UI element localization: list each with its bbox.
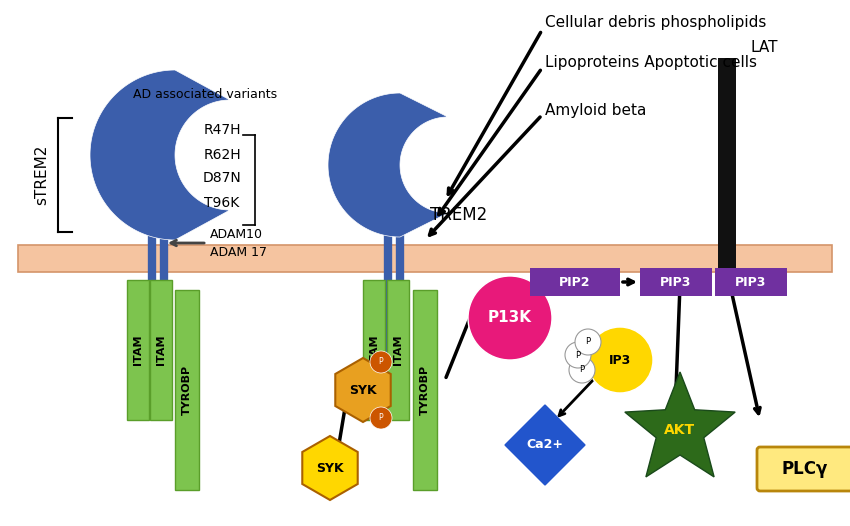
Text: AKT: AKT	[665, 423, 695, 437]
Text: R62H: R62H	[203, 148, 241, 162]
FancyBboxPatch shape	[150, 280, 172, 420]
FancyBboxPatch shape	[18, 245, 832, 272]
FancyBboxPatch shape	[530, 268, 620, 296]
Polygon shape	[505, 405, 585, 485]
FancyBboxPatch shape	[640, 268, 712, 296]
Text: PIP3: PIP3	[735, 276, 767, 288]
Circle shape	[587, 327, 653, 393]
Text: PIP3: PIP3	[660, 276, 692, 288]
Text: P: P	[580, 366, 585, 375]
Polygon shape	[90, 70, 230, 240]
Text: Ca2+: Ca2+	[526, 439, 564, 451]
Text: P13K: P13K	[488, 310, 532, 326]
Text: TYROBP: TYROBP	[420, 365, 430, 415]
Text: T96K: T96K	[204, 196, 240, 210]
Text: SYK: SYK	[349, 383, 377, 397]
Circle shape	[468, 276, 552, 360]
Circle shape	[569, 357, 595, 383]
Text: IP3: IP3	[609, 353, 631, 367]
Text: ITAM: ITAM	[133, 335, 143, 365]
Text: P: P	[586, 338, 591, 347]
Polygon shape	[328, 93, 448, 237]
Text: SYK: SYK	[316, 461, 343, 474]
Text: ADAM 17: ADAM 17	[210, 247, 267, 259]
Polygon shape	[303, 436, 358, 500]
FancyBboxPatch shape	[757, 447, 850, 491]
Polygon shape	[335, 358, 391, 422]
FancyBboxPatch shape	[718, 58, 736, 272]
Circle shape	[575, 329, 601, 355]
Text: ITAM: ITAM	[393, 335, 403, 365]
Text: P: P	[379, 358, 383, 367]
Polygon shape	[625, 372, 735, 477]
Text: ADAM10: ADAM10	[210, 228, 263, 241]
FancyBboxPatch shape	[175, 290, 199, 490]
Text: TYROBP: TYROBP	[182, 365, 192, 415]
Circle shape	[370, 407, 392, 429]
Text: Lipoproteins Apoptotic cells: Lipoproteins Apoptotic cells	[545, 55, 757, 69]
Text: ITAM: ITAM	[156, 335, 166, 365]
Text: R47H: R47H	[203, 123, 241, 137]
FancyBboxPatch shape	[387, 280, 409, 420]
Text: D87N: D87N	[202, 171, 241, 185]
Circle shape	[565, 342, 591, 368]
Text: AD associated variants: AD associated variants	[133, 88, 277, 102]
Text: P: P	[575, 350, 581, 359]
Text: Amyloid beta: Amyloid beta	[545, 103, 646, 117]
FancyBboxPatch shape	[715, 268, 787, 296]
FancyBboxPatch shape	[363, 280, 385, 420]
Text: LAT: LAT	[751, 41, 779, 56]
Text: P: P	[379, 413, 383, 422]
Text: TREM2: TREM2	[430, 206, 487, 224]
Text: ITAM: ITAM	[369, 335, 379, 365]
Text: PLCγ: PLCγ	[782, 460, 828, 478]
Text: PIP2: PIP2	[559, 276, 591, 288]
Circle shape	[370, 351, 392, 373]
FancyBboxPatch shape	[413, 290, 437, 490]
FancyBboxPatch shape	[127, 280, 149, 420]
Text: sTREM2: sTREM2	[35, 145, 49, 205]
Text: Cellular debris phospholipids: Cellular debris phospholipids	[545, 15, 767, 29]
